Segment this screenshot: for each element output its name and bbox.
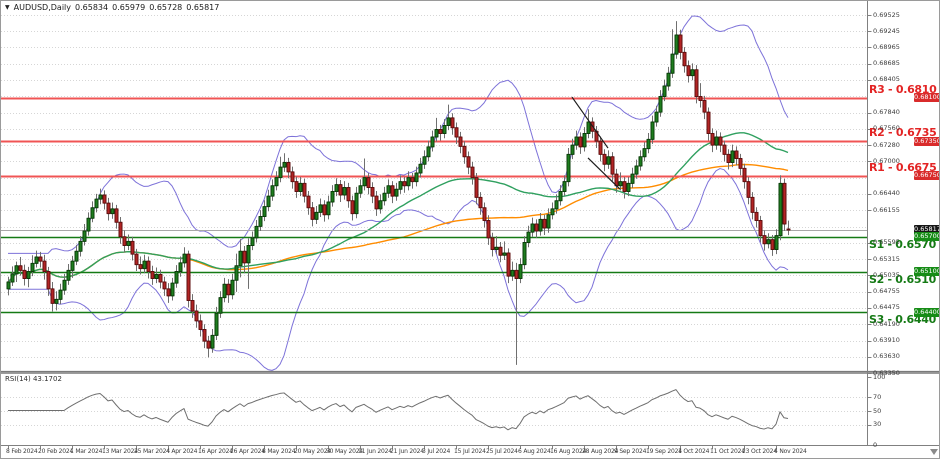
date-axis-tick: 13 Mar 2024 — [102, 448, 138, 455]
date-axis-tick: 1 Mar 2024 — [70, 448, 103, 455]
price-axis-tick: 0.67840 — [873, 108, 900, 117]
price-axis-tick: 0.68965 — [873, 42, 900, 51]
ohlc-low-value: 0.65728 — [149, 3, 183, 12]
rsi-axis-tick: 50 — [873, 406, 882, 415]
symbol-dropdown-icon[interactable]: ▼ — [5, 3, 10, 11]
level-label-r1: R1 - 0.6675 — [869, 160, 937, 174]
price-axis-tick: 0.67000 — [873, 156, 900, 165]
date-axis-tick: 20 May 2024 — [294, 448, 331, 455]
price-axis-tick: 0.65315 — [873, 254, 900, 263]
date-axis-tick: 25 Mar 2024 — [134, 448, 170, 455]
price-axis-tick: 0.67560 — [873, 124, 900, 133]
price-tag-r2: 0.67350 — [914, 136, 940, 146]
price-axis-tick: 0.65035 — [873, 270, 900, 279]
price-axis-tick: 0.64190 — [873, 319, 900, 328]
price-axis-tick: 0.68405 — [873, 75, 900, 84]
price-tag-s3: 0.64400 — [914, 307, 940, 317]
rsi-axis-tick: 70 — [873, 392, 882, 401]
date-axis-tick: 9 Sep 2024 — [614, 448, 647, 455]
price-axis-tick: 0.64755 — [873, 287, 900, 296]
date-axis-tick: 4 Apr 2024 — [166, 448, 198, 455]
date-axis-tick: 16 Apr 2024 — [198, 448, 233, 455]
date-axis-tick: 8 Feb 2024 — [6, 448, 38, 455]
price-tag-r3: 0.68100 — [914, 93, 940, 103]
date-axis-tick: 6 Aug 2024 — [518, 448, 551, 455]
price-tag-current-bid: 0.65817 — [914, 225, 940, 235]
level-label-s2: S2 - 0.6510 — [869, 272, 936, 286]
date-axis-tick: 19 Sep 2024 — [646, 448, 682, 455]
rsi-axis-tick: 100 — [873, 372, 886, 381]
date-axis-tick: 1 Oct 2024 — [678, 448, 710, 455]
price-tag-s1: 0.65700 — [914, 232, 940, 242]
date-axis-tick: 28 Aug 2024 — [582, 448, 619, 455]
price-axis-tick: 0.69525 — [873, 10, 900, 19]
price-axis-tick: 0.66440 — [873, 189, 900, 198]
date-axis-tick: 11 Oct 2024 — [710, 448, 745, 455]
date-axis-tick: 25 Jul 2024 — [486, 448, 518, 455]
price-tag-s2: 0.65100 — [914, 267, 940, 277]
date-axis-marker-icon — [930, 449, 938, 455]
price-axis-tick: 0.63910 — [873, 336, 900, 345]
ohlc-open-value: 0.65834 — [75, 3, 109, 12]
date-axis-tick: 3 Jul 2024 — [422, 448, 451, 455]
date-axis-tick: 15 Jul 2024 — [454, 448, 486, 455]
rsi-axis-tick: 30 — [873, 420, 882, 429]
rsi-axis-tick: 0 — [873, 440, 878, 449]
date-axis-tick: 26 Apr 2024 — [230, 448, 265, 455]
level-label-r3: R3 - 0.6810 — [869, 82, 937, 96]
symbol-timeframe-label: AUDUSD,Daily — [13, 3, 71, 12]
price-axis-tick: 0.66155 — [873, 205, 900, 214]
price-axis-tick: 0.68685 — [873, 59, 900, 68]
level-label-s1: S1 - 0.6570 — [869, 237, 936, 251]
date-axis-tick: 8 May 2024 — [262, 448, 296, 455]
price-axis-tick: 0.63630 — [873, 352, 900, 361]
price-axis-tick: 0.69245 — [873, 26, 900, 35]
ohlc-close-value: 0.65817 — [186, 3, 220, 12]
chart-title: ▼ AUDUSD,Daily 0.65834 0.65979 0.65728 0… — [5, 3, 219, 12]
ohlc-high-value: 0.65979 — [112, 3, 146, 12]
date-axis-tick: 23 Oct 2024 — [742, 448, 777, 455]
level-label-s3: S3 - 0.6440 — [869, 313, 936, 327]
date-axis-tick: 11 Jun 2024 — [358, 448, 392, 455]
rsi-indicator-label: RSI(14) 43.1702 — [5, 375, 62, 383]
price-tag-r1: 0.66750 — [914, 171, 940, 181]
date-axis-tick: 16 Aug 2024 — [550, 448, 587, 455]
price-axis-tick: 0.63350 — [873, 368, 900, 377]
date-axis-tick: 21 Jun 2024 — [390, 448, 424, 455]
date-axis-tick: 30 May 2024 — [326, 448, 363, 455]
price-axis-tick: 0.64475 — [873, 303, 900, 312]
date-axis-tick: 4 Nov 2024 — [774, 448, 807, 455]
price-axis-tick: 0.65595 — [873, 238, 900, 247]
level-label-r2: R2 - 0.6735 — [869, 126, 937, 140]
date-axis-tick: 20 Feb 2024 — [38, 448, 74, 455]
price-axis-tick: 0.67280 — [873, 140, 900, 149]
